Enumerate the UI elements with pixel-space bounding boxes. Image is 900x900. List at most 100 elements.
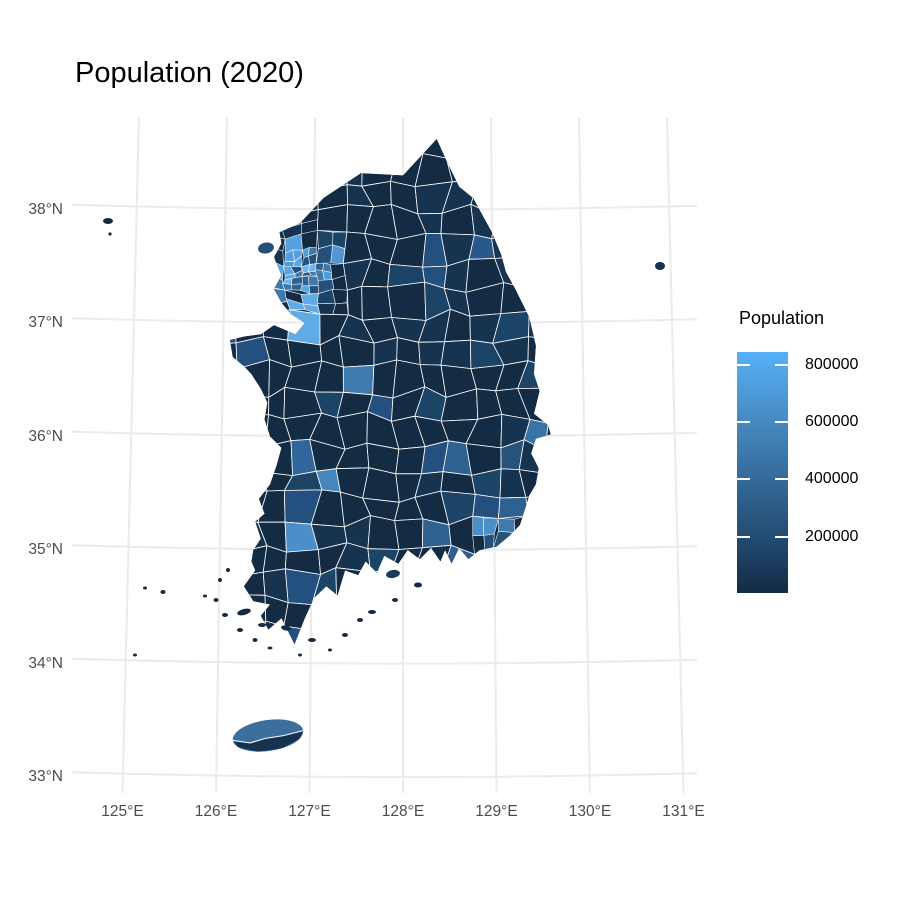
district	[549, 139, 551, 161]
district	[527, 515, 551, 548]
district	[271, 236, 286, 252]
district	[523, 139, 551, 163]
district	[522, 568, 551, 600]
island	[258, 623, 266, 627]
meridian-gridline	[578, 117, 591, 794]
district	[547, 386, 551, 424]
district-polygons	[230, 139, 608, 683]
district	[576, 289, 600, 318]
island	[203, 594, 207, 598]
island	[143, 586, 147, 590]
x-tick-label: 126°E	[194, 803, 238, 820]
colorbar-tick	[775, 536, 788, 538]
district	[549, 204, 551, 240]
colorbar-tick	[737, 421, 750, 423]
colorbar-tick	[775, 364, 788, 366]
colorbar-tick	[775, 478, 788, 480]
island	[328, 648, 332, 652]
island	[386, 569, 400, 579]
district	[230, 185, 238, 217]
meridian-gridline	[121, 117, 140, 794]
island	[160, 590, 166, 594]
island	[342, 633, 348, 637]
district	[262, 303, 279, 316]
district	[520, 208, 551, 239]
district	[471, 139, 504, 156]
district	[471, 154, 502, 182]
island	[213, 598, 219, 602]
legend-colorbar	[737, 352, 788, 593]
district	[550, 182, 551, 211]
district	[497, 496, 529, 519]
district	[491, 620, 530, 645]
district	[442, 652, 473, 680]
district	[230, 342, 238, 370]
meridian-gridline	[215, 117, 228, 794]
island	[222, 613, 228, 617]
district	[442, 570, 471, 606]
district	[554, 495, 580, 517]
district	[519, 620, 551, 645]
y-tick-label: 38°N	[28, 200, 63, 218]
parallel-gridline	[71, 771, 698, 779]
district	[573, 438, 608, 477]
island	[218, 578, 222, 582]
district	[544, 414, 551, 451]
jeju-island	[232, 719, 304, 752]
district	[317, 152, 348, 191]
district	[571, 367, 603, 388]
district	[233, 233, 264, 258]
x-tick-label: 128°E	[381, 803, 425, 820]
district	[574, 262, 599, 291]
district	[233, 471, 268, 494]
district	[445, 599, 475, 624]
district	[262, 156, 287, 189]
district	[234, 359, 271, 398]
district	[469, 649, 502, 682]
district	[575, 517, 604, 552]
district	[262, 309, 291, 341]
district	[230, 393, 245, 421]
district	[336, 625, 372, 645]
district	[576, 621, 606, 656]
district	[440, 471, 476, 495]
district	[336, 597, 372, 631]
district	[572, 387, 604, 422]
district	[575, 415, 608, 442]
district	[233, 256, 264, 290]
islands	[103, 218, 665, 657]
district	[418, 341, 446, 366]
district	[230, 312, 237, 345]
district	[469, 595, 496, 627]
district	[301, 271, 312, 277]
jeju-south-district	[232, 730, 304, 752]
meridian-gridline	[666, 117, 685, 794]
legend-tick-label: 800000	[805, 356, 859, 373]
district	[394, 518, 424, 550]
legend-tick-label: 400000	[805, 470, 859, 487]
island	[133, 653, 137, 657]
district	[523, 152, 551, 191]
district	[549, 463, 551, 496]
district	[365, 649, 394, 683]
y-tick-label: 33°N	[28, 768, 63, 785]
colorbar-tick	[775, 421, 788, 423]
district	[441, 619, 475, 645]
district	[361, 285, 393, 321]
district	[491, 231, 524, 259]
parallel-gridline	[71, 657, 698, 665]
district	[342, 139, 375, 156]
island	[252, 638, 258, 642]
district	[511, 544, 531, 560]
district	[495, 649, 529, 682]
district	[547, 620, 551, 645]
district	[234, 393, 270, 417]
island	[414, 582, 422, 588]
district	[362, 467, 400, 503]
district	[494, 568, 528, 600]
district	[262, 257, 275, 276]
district	[549, 152, 551, 189]
district	[414, 622, 447, 645]
district	[230, 416, 245, 447]
